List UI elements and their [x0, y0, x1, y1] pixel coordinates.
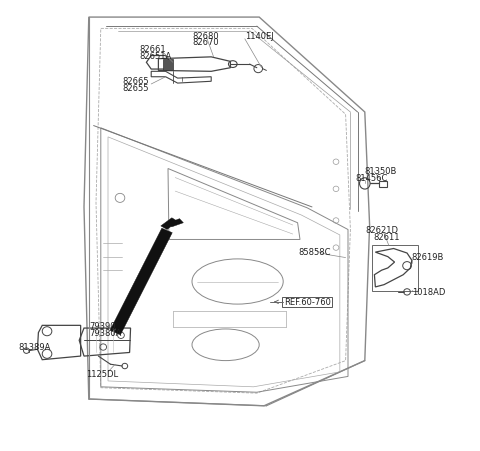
Text: 82670: 82670	[192, 38, 218, 47]
Text: 1140EJ: 1140EJ	[245, 32, 274, 41]
Text: 79380A: 79380A	[89, 328, 121, 337]
Text: REF.60-760: REF.60-760	[284, 298, 331, 307]
Text: 82680: 82680	[192, 32, 218, 41]
Polygon shape	[110, 229, 172, 335]
Text: 82655: 82655	[122, 83, 149, 92]
Polygon shape	[163, 60, 173, 71]
Text: 1125DL: 1125DL	[86, 369, 119, 378]
Text: 82619B: 82619B	[412, 253, 444, 262]
Text: 82621D: 82621D	[366, 226, 399, 235]
Text: 82651A: 82651A	[139, 52, 171, 61]
Text: 85858C: 85858C	[299, 247, 331, 256]
Text: 82665: 82665	[122, 77, 149, 86]
Bar	[372, 246, 418, 291]
Text: 1018AD: 1018AD	[412, 288, 445, 297]
Text: 82611: 82611	[373, 232, 400, 241]
Polygon shape	[161, 218, 178, 230]
Text: 79390: 79390	[89, 321, 115, 330]
Text: 81350B: 81350B	[365, 167, 397, 176]
Polygon shape	[168, 219, 183, 227]
Text: 81389A: 81389A	[18, 342, 50, 351]
Text: 81456C: 81456C	[355, 174, 387, 183]
Text: 82661: 82661	[139, 45, 166, 54]
